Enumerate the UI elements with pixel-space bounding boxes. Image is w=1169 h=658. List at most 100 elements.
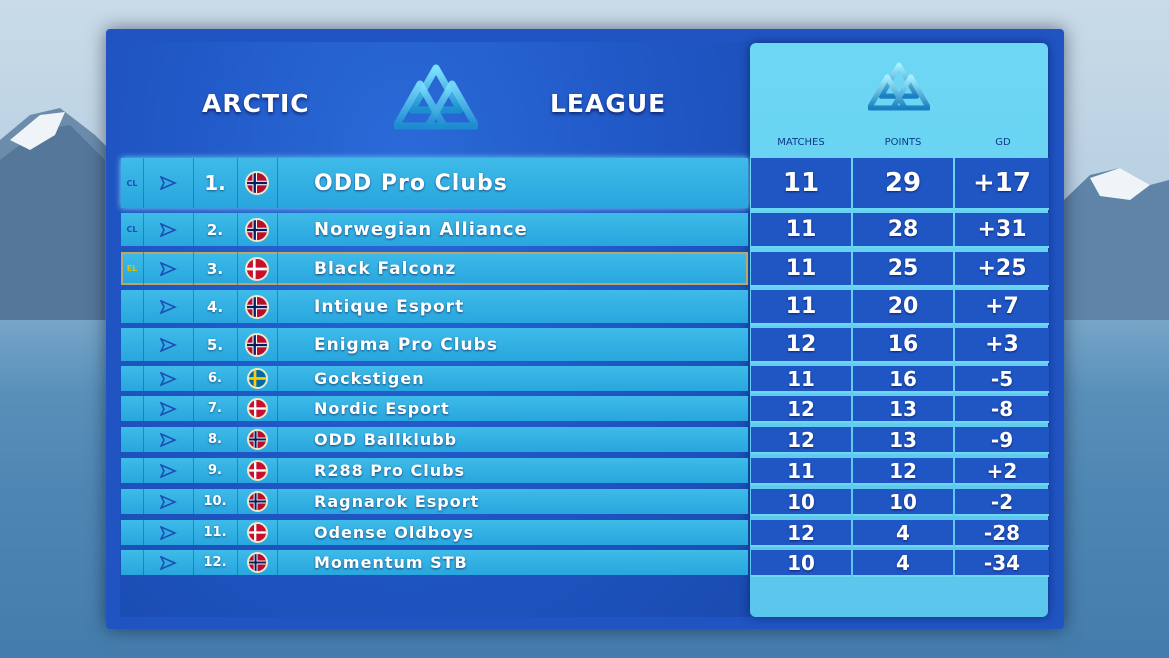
matches-value: 11 (751, 158, 851, 210)
gd-value: +7 (955, 290, 1049, 325)
competition-badge: CL (126, 225, 138, 234)
matches-value: 10 (751, 550, 851, 577)
competition-badge (121, 328, 143, 361)
matches-value: 11 (751, 252, 851, 287)
table-row: 6. Gockstigen 11 16 -5 (121, 366, 1049, 393)
denmark-flag-icon (237, 520, 277, 545)
norway-flag-icon (237, 427, 277, 452)
points-value: 16 (853, 328, 953, 363)
competition-badge (121, 550, 143, 575)
row-background (121, 366, 748, 391)
denmark-flag-icon (237, 396, 277, 421)
play-arrow-icon (143, 290, 193, 323)
play-arrow-icon (143, 520, 193, 545)
matches-value: 12 (751, 427, 851, 454)
rank: 12. (203, 555, 227, 570)
team-name: Norwegian Alliance (314, 219, 528, 240)
play-arrow-icon (143, 458, 193, 483)
row-background (121, 328, 748, 361)
matches-value: 12 (751, 328, 851, 363)
team-name: Intique Esport (314, 296, 465, 317)
competition-badge: EL (126, 264, 138, 273)
table-row: 5. Enigma Pro Clubs 12 16 +3 (121, 328, 1049, 363)
norway-flag-icon (237, 550, 277, 575)
gd-value: +2 (955, 458, 1049, 485)
matches-value: 12 (751, 520, 851, 547)
team-name: ODD Ballklubb (314, 430, 458, 449)
rank: 9. (208, 463, 222, 478)
table-row: 9. R288 Pro Clubs 11 12 +2 (121, 458, 1049, 485)
team-name: Enigma Pro Clubs (314, 334, 498, 355)
play-arrow-icon (143, 550, 193, 575)
competition-badge (121, 489, 143, 514)
competition-badge (121, 290, 143, 323)
gd-value: +3 (955, 328, 1049, 363)
norway-flag-icon (237, 290, 277, 323)
matches-value: 12 (751, 396, 851, 423)
table-row: 12. Momentum STB 10 4 -34 (121, 550, 1049, 577)
denmark-flag-icon (237, 252, 277, 285)
denmark-flag-icon (237, 458, 277, 483)
column-header-points: POINTS (884, 137, 922, 148)
play-arrow-icon (143, 328, 193, 361)
rank: 2. (206, 220, 224, 239)
rank: 10. (203, 494, 227, 509)
points-value: 25 (853, 252, 953, 287)
rank: 8. (208, 432, 222, 447)
table-row: 4. Intique Esport 11 20 +7 (121, 290, 1049, 325)
rank: 4. (206, 297, 224, 316)
rank: 7. (208, 401, 222, 416)
gd-value: +25 (955, 252, 1049, 287)
row-background (121, 427, 748, 452)
column-header-gd: GD (995, 137, 1011, 148)
row-background (121, 158, 748, 208)
table-row: CL 1. ODD Pro Clubs 11 29 +17 (121, 158, 1049, 210)
team-name: Odense Oldboys (314, 523, 475, 542)
points-value: 20 (853, 290, 953, 325)
competition-badge: CL (126, 178, 138, 188)
competition-badge (121, 458, 143, 483)
sweden-flag-icon (237, 366, 277, 391)
row-background (121, 489, 748, 514)
matches-value: 11 (751, 366, 851, 393)
gd-value: -28 (955, 520, 1049, 547)
table-row: 10. Ragnarok Esport 10 10 -2 (121, 489, 1049, 516)
row-background (121, 396, 748, 421)
norway-flag-icon (237, 489, 277, 514)
team-name: Ragnarok Esport (314, 492, 480, 511)
competition-badge (121, 520, 143, 545)
points-value: 4 (853, 550, 953, 577)
gd-value: -9 (955, 427, 1049, 454)
norway-flag-icon (237, 158, 277, 208)
points-value: 16 (853, 366, 953, 393)
table-row: 7. Nordic Esport 12 13 -8 (121, 396, 1049, 423)
gd-value: -34 (955, 550, 1049, 577)
points-value: 10 (853, 489, 953, 516)
team-name: Gockstigen (314, 369, 425, 388)
competition-badge (121, 366, 143, 391)
play-arrow-icon (143, 213, 193, 246)
play-arrow-icon (143, 158, 193, 208)
play-arrow-icon (143, 396, 193, 421)
title-right: LEAGUE (550, 89, 667, 118)
points-value: 29 (853, 158, 953, 210)
team-name: R288 Pro Clubs (314, 461, 466, 480)
row-background (121, 520, 748, 545)
table-row: EL 3. Black Falconz 11 25 +25 (121, 252, 1049, 287)
points-value: 12 (853, 458, 953, 485)
team-name: ODD Pro Clubs (314, 170, 508, 196)
rank: 11. (203, 525, 227, 540)
row-background (121, 290, 748, 323)
gd-value: -2 (955, 489, 1049, 516)
row-background (121, 458, 748, 483)
team-name: Black Falconz (314, 258, 457, 279)
competition-badge (121, 396, 143, 421)
triquetra-logo-icon (394, 64, 478, 130)
gd-value: +31 (955, 213, 1049, 248)
points-value: 28 (853, 213, 953, 248)
table-row: 8. ODD Ballklubb 12 13 -9 (121, 427, 1049, 454)
gd-value: -8 (955, 396, 1049, 423)
matches-value: 11 (751, 290, 851, 325)
play-arrow-icon (143, 366, 193, 391)
play-arrow-icon (143, 252, 193, 285)
